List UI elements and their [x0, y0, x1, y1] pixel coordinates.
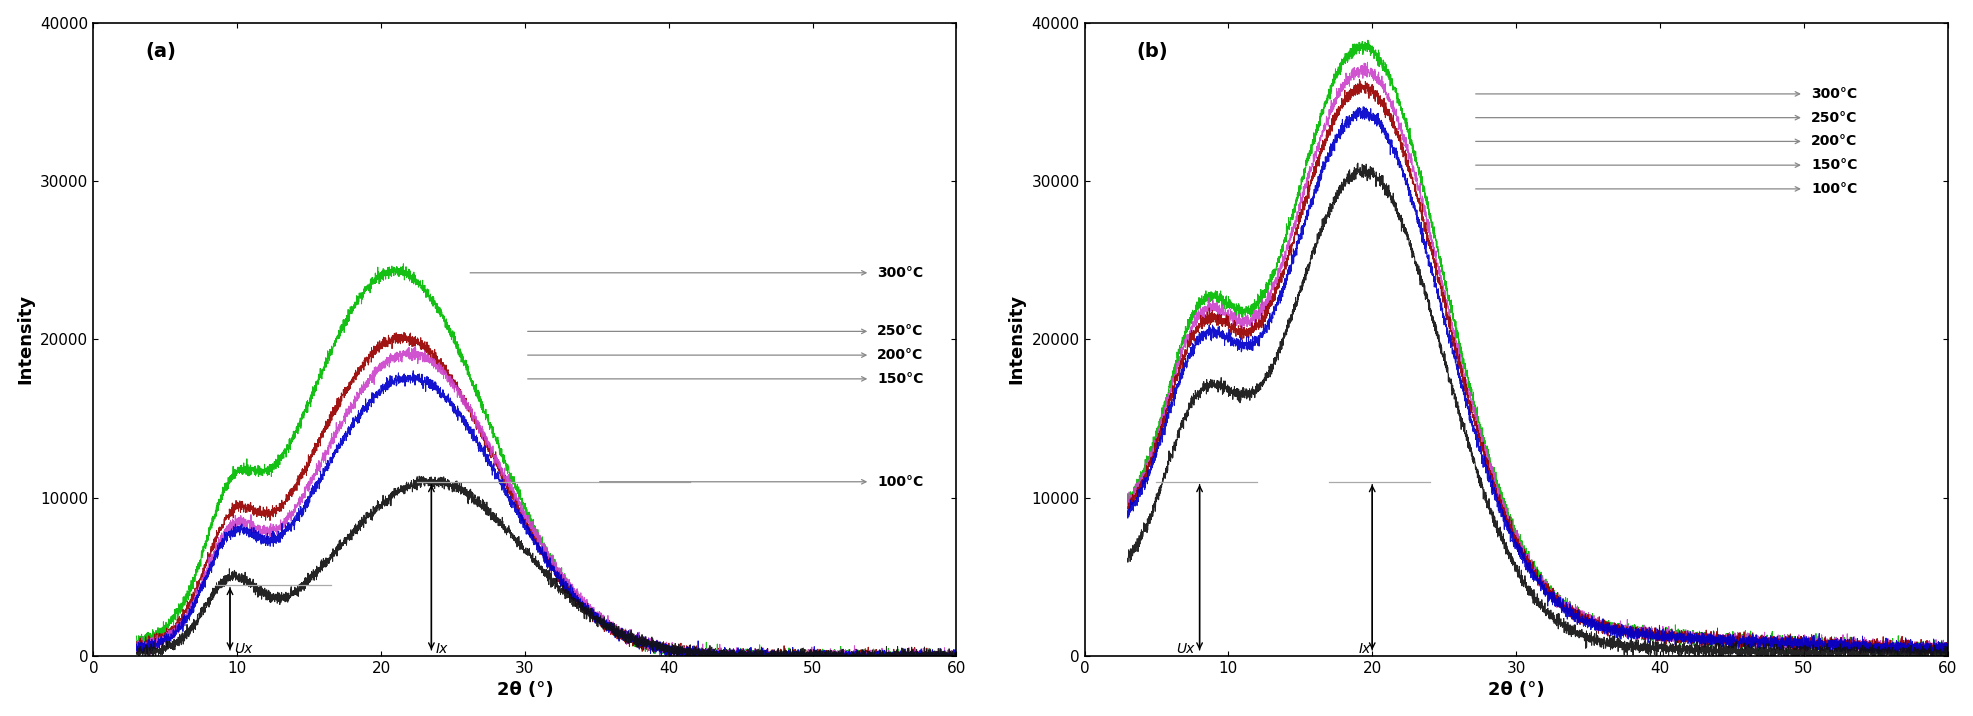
X-axis label: 2θ (°): 2θ (°)	[497, 682, 552, 700]
Text: Ix: Ix	[436, 642, 448, 656]
Text: 300°C: 300°C	[1809, 87, 1857, 101]
Text: 250°C: 250°C	[1809, 111, 1857, 125]
Text: 300°C: 300°C	[876, 266, 923, 280]
Text: Ix: Ix	[1357, 642, 1371, 656]
Text: 250°C: 250°C	[876, 324, 923, 339]
Y-axis label: Intensity: Intensity	[1008, 294, 1026, 384]
Text: Ux: Ux	[235, 642, 253, 656]
Text: 100°C: 100°C	[876, 475, 923, 489]
Text: (a): (a)	[146, 42, 176, 61]
Text: 150°C: 150°C	[876, 372, 923, 386]
Text: Ux: Ux	[1176, 642, 1194, 656]
Text: (b): (b)	[1136, 42, 1168, 61]
Text: 200°C: 200°C	[1809, 135, 1857, 148]
Text: 100°C: 100°C	[1809, 182, 1857, 196]
X-axis label: 2θ (°): 2θ (°)	[1488, 682, 1543, 700]
Text: 200°C: 200°C	[876, 348, 923, 362]
Text: 150°C: 150°C	[1809, 158, 1857, 172]
Y-axis label: Intensity: Intensity	[16, 294, 36, 384]
